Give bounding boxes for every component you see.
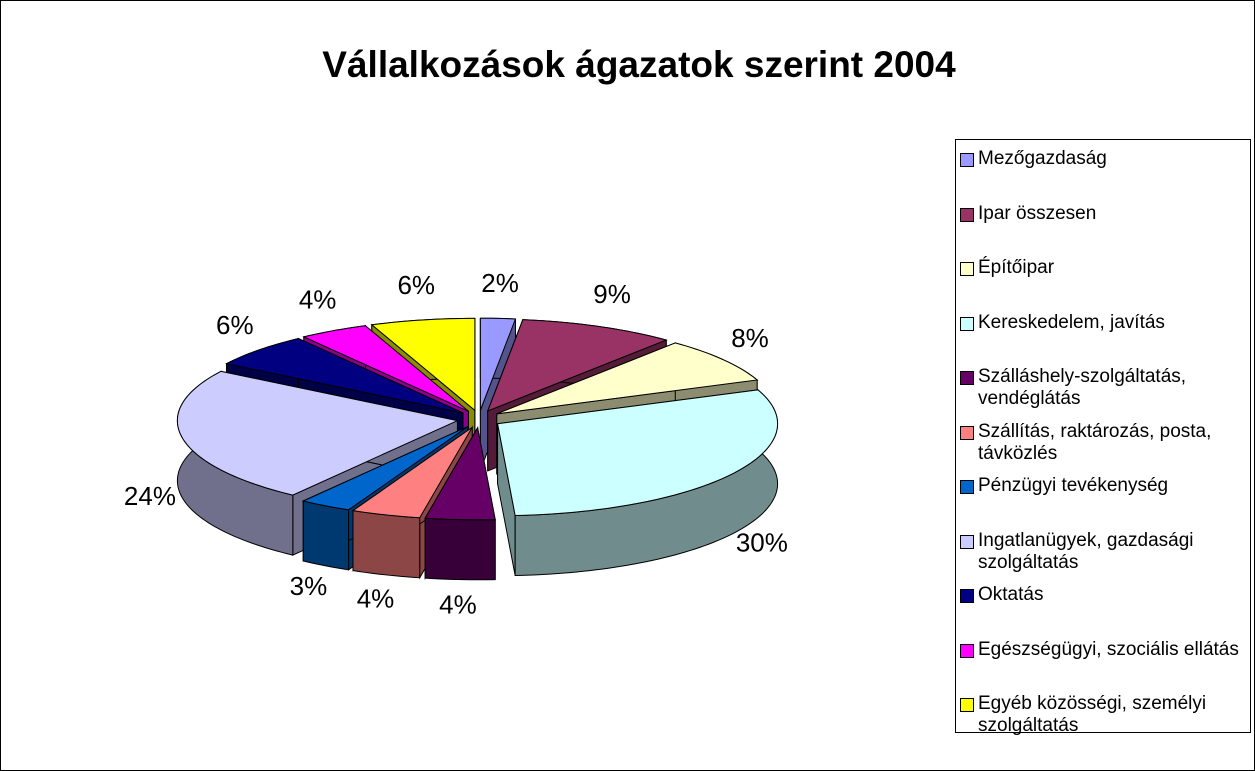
slice-side — [302, 500, 350, 571]
slice-top — [301, 426, 469, 511]
legend-label: Kereskedelem, javítás — [978, 311, 1165, 333]
data-label: 2% — [481, 268, 519, 298]
legend-label: Egyéb közösségi, személyi szolgáltatás — [978, 693, 1207, 736]
slice-top — [496, 342, 759, 415]
slice-top — [225, 338, 464, 414]
legend-label: Építőipar — [978, 257, 1055, 278]
legend-swatch — [960, 425, 974, 440]
slice-top — [496, 389, 779, 517]
legend-label: Mezőgazdaság — [978, 148, 1107, 169]
data-label: 24% — [124, 481, 176, 511]
legend-item: Oktatás — [960, 584, 1250, 606]
data-label: 8% — [731, 323, 769, 353]
data-label: 4% — [357, 583, 395, 613]
legend-label: Szállítás, raktározás, posta, távközlés — [978, 420, 1212, 464]
legend-item: Szállítás, raktározás, posta, távközlés — [960, 421, 1250, 465]
legend-item: Szálláshely-szolgáltatás, vendéglátás — [960, 366, 1250, 410]
legend-item: Ingatlanügyek, gazdasági szolgáltatás — [960, 530, 1250, 574]
slice-side — [352, 510, 421, 579]
slice-top — [424, 426, 496, 521]
legend-swatch — [960, 589, 974, 603]
legend-label: Ipar összesen — [978, 202, 1097, 224]
data-label: 6% — [216, 310, 254, 340]
legend-swatch — [960, 316, 974, 331]
data-label: 9% — [593, 279, 631, 309]
legend-item: Egyéb közösségi, személyi szolgáltatás — [960, 693, 1250, 737]
legend-swatch — [960, 643, 974, 658]
legend-swatch — [960, 371, 974, 385]
slice-top — [370, 317, 476, 412]
slice-top — [176, 370, 459, 496]
legend-swatch — [960, 534, 974, 549]
data-label: 6% — [397, 270, 435, 300]
chart-title: Vállalkozások ágazatok szerint 2004 — [322, 44, 956, 85]
legend-item: Pénzügyi tevékenység — [960, 475, 1250, 497]
data-label: 3% — [290, 571, 328, 601]
slice — [424, 425, 496, 581]
data-label: 4% — [439, 590, 477, 620]
slice-side — [424, 517, 496, 581]
legend-swatch — [960, 207, 974, 222]
data-label: 4% — [299, 284, 337, 314]
slice-top — [302, 325, 469, 412]
legend-swatch — [960, 262, 974, 276]
legend: Mezőgazdaság Ipar összesen Építőipar Keresk… — [955, 139, 1251, 736]
legend-item: Ipar összesen — [960, 203, 1250, 225]
legend-item: Kereskedelem, javítás — [960, 312, 1250, 334]
legend-item: Egészségügyi, szociális ellátás — [960, 639, 1250, 661]
legend-item: Mezőgazdaság — [960, 148, 1250, 170]
legend-label: Ingatlanügyek, gazdasági szolgáltatás — [978, 529, 1194, 573]
legend-swatch — [960, 480, 974, 494]
legend-swatch — [960, 153, 974, 167]
slice-top — [351, 426, 473, 519]
legend-label: Pénzügyi tevékenység — [978, 475, 1169, 496]
slice-top — [486, 319, 668, 412]
legend-item: Építőipar — [960, 257, 1250, 279]
legend-label: Egészségügyi, szociális ellátás — [978, 638, 1239, 660]
legend-swatch — [960, 698, 974, 712]
data-label: 30% — [736, 528, 788, 558]
slice-top — [479, 317, 517, 411]
legend-label: Szálláshely-szolgáltatás, vendéglátás — [978, 366, 1187, 409]
slice — [496, 388, 779, 577]
legend-label: Oktatás — [978, 584, 1044, 605]
